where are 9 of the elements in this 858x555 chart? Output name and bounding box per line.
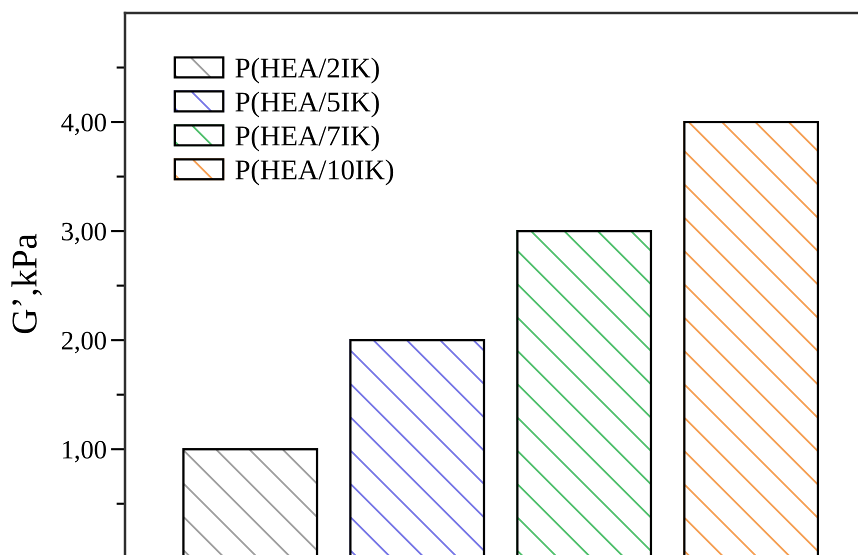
- y-tick-label: 2,00: [62, 332, 106, 354]
- legend-label: P(HEA/10IK): [235, 160, 394, 186]
- y-tick-label: 4,00: [61, 114, 106, 136]
- legend-label: P(HEA/5IK): [235, 92, 379, 118]
- legend-label: P(HEA/2IK): [235, 58, 379, 84]
- y-tick-label: 3,00: [62, 222, 106, 244]
- y-tick-label: 1,00: [63, 440, 106, 462]
- y-axis-title: G’,kPa: [11, 234, 42, 334]
- legend-label: P(HEA/7IK): [235, 126, 379, 152]
